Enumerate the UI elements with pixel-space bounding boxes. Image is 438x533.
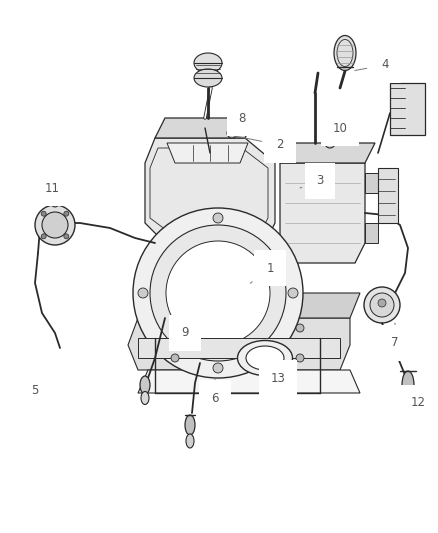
Circle shape [288,288,298,298]
Circle shape [42,212,68,238]
Circle shape [41,211,46,216]
Ellipse shape [194,53,222,73]
Ellipse shape [402,371,414,399]
Text: 4: 4 [355,59,389,71]
Text: 12: 12 [410,387,425,409]
Ellipse shape [403,393,413,409]
Circle shape [370,293,394,317]
Circle shape [166,241,270,345]
Text: 8: 8 [236,111,246,126]
Polygon shape [280,143,375,163]
Polygon shape [390,83,425,135]
Circle shape [150,225,286,361]
Text: 5: 5 [31,377,46,398]
Polygon shape [138,293,360,318]
Circle shape [64,211,69,216]
Polygon shape [365,223,378,243]
Polygon shape [155,118,255,138]
Circle shape [41,234,46,239]
Circle shape [51,199,59,207]
Polygon shape [145,138,275,243]
Polygon shape [138,338,340,358]
Circle shape [138,288,148,298]
Ellipse shape [185,415,195,435]
Polygon shape [138,370,360,393]
Text: 3: 3 [300,174,324,188]
Circle shape [213,213,223,223]
Polygon shape [167,143,248,163]
Ellipse shape [237,341,293,376]
Text: 11: 11 [45,182,60,195]
Circle shape [296,354,304,362]
Polygon shape [128,318,350,370]
Polygon shape [365,173,378,193]
Circle shape [364,287,400,323]
Circle shape [171,324,179,332]
Circle shape [171,354,179,362]
Circle shape [35,205,75,245]
Ellipse shape [194,69,222,87]
Text: 1: 1 [250,262,274,284]
Circle shape [133,208,303,378]
Circle shape [325,138,335,148]
Text: 7: 7 [391,323,399,350]
Ellipse shape [141,392,149,405]
Text: 10: 10 [332,122,347,136]
Circle shape [296,324,304,332]
Circle shape [378,299,386,307]
Ellipse shape [334,36,356,70]
Circle shape [227,128,237,138]
Ellipse shape [186,434,194,448]
Ellipse shape [246,346,284,370]
Polygon shape [280,163,365,263]
Circle shape [64,234,69,239]
Text: 6: 6 [211,378,219,405]
Circle shape [213,363,223,373]
Text: 9: 9 [181,320,196,340]
Text: 2: 2 [233,135,284,151]
Polygon shape [378,168,398,223]
Ellipse shape [140,376,150,394]
Text: 13: 13 [270,368,286,384]
